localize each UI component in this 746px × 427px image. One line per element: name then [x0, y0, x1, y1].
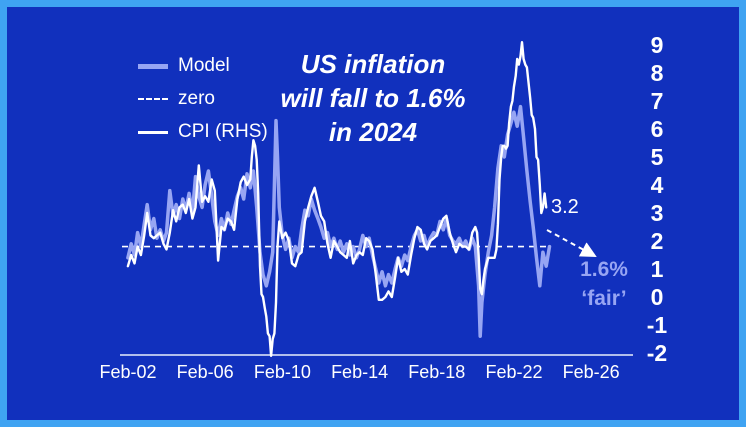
y-tick-label: -1 [646, 312, 668, 338]
cpi-last-value-label: 3.2 [551, 196, 579, 218]
series-lines [126, 41, 552, 357]
x-tick-label: Feb-02 [99, 362, 157, 382]
y-tick-label: 3 [650, 200, 664, 226]
x-tick-label: Feb-14 [331, 362, 389, 382]
y-tick-label: 6 [650, 116, 664, 142]
y-tick-label: 8 [650, 60, 664, 86]
legend-item-zero: zero [138, 87, 268, 111]
chart-title-line2: will fall to 1.6% [280, 82, 466, 113]
x-tick-label: Feb-18 [408, 362, 466, 382]
model-line [126, 104, 552, 338]
y-tick-label: 1 [650, 256, 664, 282]
model-line-swatch [138, 63, 168, 69]
legend-item-cpi: CPI (RHS) [138, 120, 268, 144]
chart-title-line1: US inflation [300, 49, 446, 79]
y-tick-label: 2 [650, 228, 664, 254]
y-tick-label: 5 [650, 144, 664, 170]
x-tick-label: Feb-06 [176, 362, 234, 382]
forecast-value-label: 1.6% [580, 258, 628, 281]
forecast-fair-label: ‘fair’ [581, 287, 627, 310]
x-tick-label: Feb-26 [562, 362, 620, 382]
forecast-arrow [546, 229, 597, 257]
y-tick-label: 4 [650, 172, 664, 198]
legend-label-zero: zero [178, 88, 215, 109]
y-tick-label: 0 [650, 284, 664, 310]
chart-title: US inflation will fall to 1.6% in 2024 [252, 48, 494, 149]
legend-label-model: Model [178, 55, 230, 76]
legend-item-model: Model [138, 54, 268, 78]
y-tick-label: 9 [650, 32, 664, 58]
chart-title-line3: in 2024 [328, 116, 418, 147]
legend: Model zero CPI (RHS) [138, 54, 268, 144]
legend-label-cpi: CPI (RHS) [178, 121, 268, 142]
x-tick-label: Feb-10 [253, 362, 311, 382]
x-tick-label: Feb-22 [485, 362, 543, 382]
cpi-line [126, 41, 548, 357]
cpi-line-swatch [138, 130, 168, 134]
y-tick-label: -2 [646, 340, 668, 366]
zero-line-swatch [138, 98, 168, 100]
y-tick-label: 7 [650, 88, 664, 114]
